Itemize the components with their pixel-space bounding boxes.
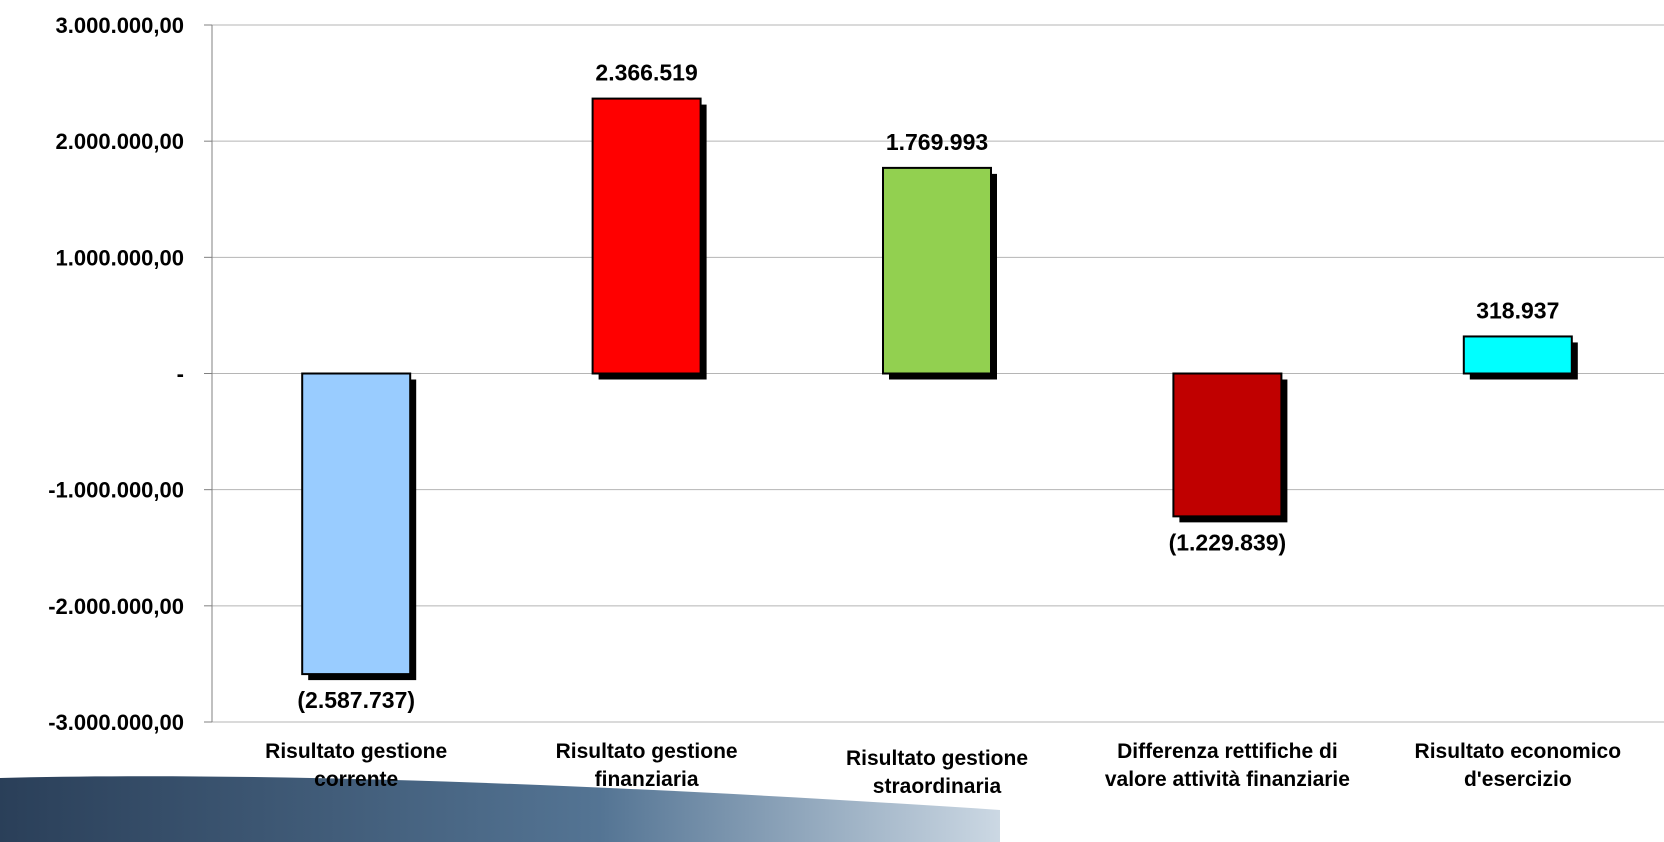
x-category-label: valore attività finanziarie [1105,768,1350,791]
y-tick-label: 2.000.000,00 [56,129,184,154]
y-tick-label: 3.000.000,00 [56,13,184,38]
y-tick-label: - [177,362,184,387]
bars [301,97,1578,681]
y-tick-label: -2.000.000,00 [48,594,184,619]
data-label: (1.229.839) [1169,529,1287,555]
x-category-label: Risultato economico [1415,740,1622,763]
bar [882,166,992,375]
data-label: 2.366.519 [595,60,697,86]
footer-swoosh [0,776,1000,842]
category-labels: Risultato gestione corrente Risultato gest… [265,740,1621,798]
data-label: 318.937 [1476,297,1559,323]
bar [591,97,702,375]
x-category-label: corrente [314,768,398,791]
x-category-label: Risultato gestione [556,740,738,763]
x-category-label: Differenza rettifiche di [1117,740,1338,763]
x-category-label: Risultato gestione [846,747,1028,770]
bar [1462,335,1573,375]
y-tick-label: -3.000.000,00 [48,710,184,735]
x-category-label: d'esercizio [1464,768,1572,791]
bar [301,372,412,676]
y-tick-label: -1.000.000,00 [48,478,184,503]
bar [1172,372,1283,518]
x-category-label: Risultato gestione [265,740,447,763]
data-label: (2.587.737) [297,687,415,713]
x-category-label: finanziaria [595,768,699,791]
data-label: 1.769.993 [886,129,988,155]
x-category-label: straordinaria [873,775,1002,798]
data-labels: (2.587.737) 2.366.519 1.769.993 (1.229.839)… [297,60,1559,714]
axes: 3.000.000,00 2.000.000,00 1.000.000,00 - -1.… [48,13,213,735]
y-tick-label: 1.000.000,00 [56,245,184,270]
